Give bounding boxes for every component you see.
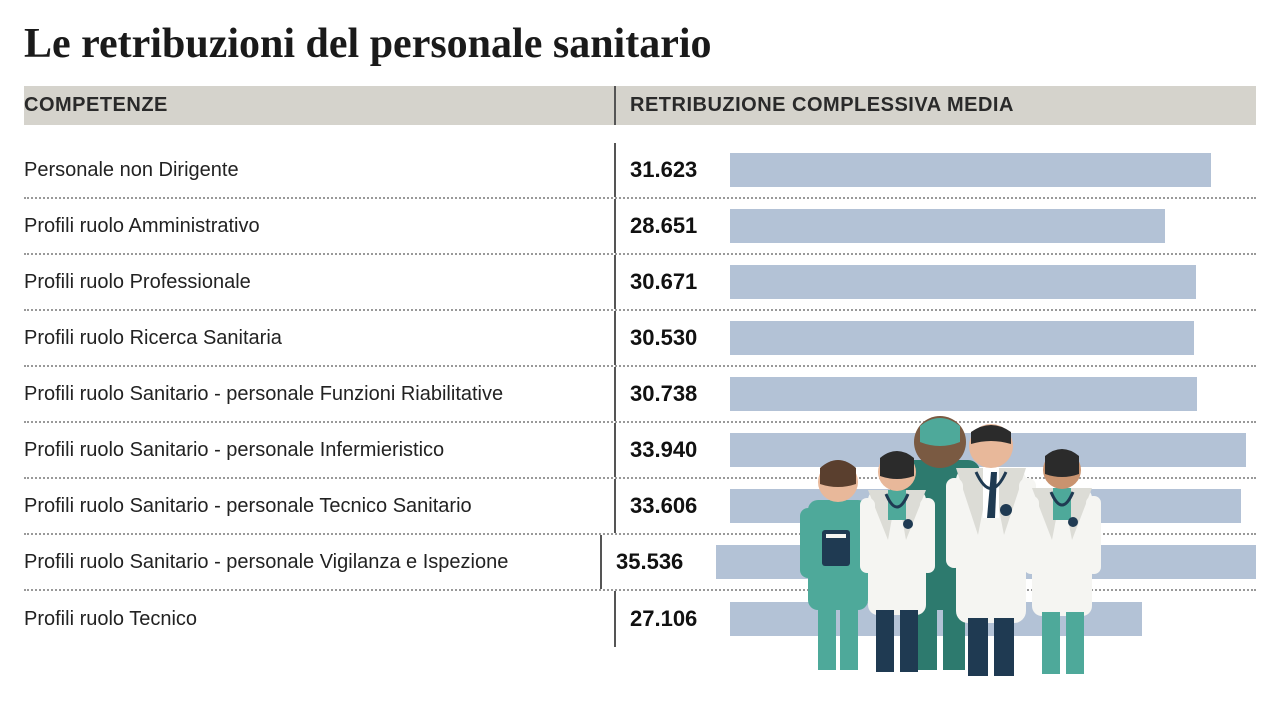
row-value-col: 27.106 [614, 591, 1256, 647]
bar [730, 209, 1165, 243]
table-row: Personale non Dirigente 31.623 [24, 143, 1256, 199]
row-label: Profili ruolo Sanitario - personale Infe… [24, 439, 614, 462]
row-value: 31.623 [630, 157, 720, 183]
row-value-col: 35.536 [600, 535, 1256, 589]
header-competenze: COMPETENZE [24, 86, 614, 125]
chart-title: Le retribuzioni del personale sanitario [24, 20, 1256, 68]
table-row: Profili ruolo Tecnico 27.106 [24, 591, 1256, 647]
table-row: Profili ruolo Amministrativo 28.651 [24, 199, 1256, 255]
table-row: Profili ruolo Sanitario - personale Tecn… [24, 479, 1256, 535]
bar [730, 265, 1196, 299]
bar [730, 433, 1246, 467]
row-label: Profili ruolo Sanitario - personale Funz… [24, 383, 614, 406]
bar-track [730, 153, 1256, 187]
row-value-col: 30.738 [614, 367, 1256, 421]
row-value: 27.106 [630, 606, 720, 632]
table-row: Profili ruolo Ricerca Sanitaria 30.530 [24, 311, 1256, 367]
row-value-col: 33.940 [614, 423, 1256, 477]
header-retribuzione: RETRIBUZIONE COMPLESSIVA MEDIA [614, 86, 1256, 125]
chart-rows: Personale non Dirigente 31.623 Profili ruo… [24, 143, 1256, 647]
bar-track [730, 265, 1256, 299]
bar-track [716, 545, 1256, 579]
row-value: 28.651 [630, 213, 720, 239]
row-value-col: 33.606 [614, 479, 1256, 533]
row-label: Profili ruolo Sanitario - personale Vigi… [24, 551, 600, 574]
table-row: Profili ruolo Professionale 30.671 [24, 255, 1256, 311]
bar-track [730, 321, 1256, 355]
table-row: Profili ruolo Sanitario - personale Infe… [24, 423, 1256, 479]
row-value-col: 30.530 [614, 311, 1256, 365]
row-value: 30.530 [630, 325, 720, 351]
row-label: Profili ruolo Sanitario - personale Tecn… [24, 495, 614, 518]
bar [730, 153, 1211, 187]
row-value-col: 28.651 [614, 199, 1256, 253]
bar [730, 377, 1197, 411]
row-value-col: 30.671 [614, 255, 1256, 309]
row-label: Personale non Dirigente [24, 159, 614, 182]
bar-track [730, 209, 1256, 243]
row-value: 33.606 [630, 493, 720, 519]
row-value: 35.536 [616, 549, 706, 575]
row-label: Profili ruolo Tecnico [24, 608, 614, 631]
row-value: 33.940 [630, 437, 720, 463]
row-label: Profili ruolo Amministrativo [24, 215, 614, 238]
row-value-col: 31.623 [614, 143, 1256, 197]
bar [730, 321, 1194, 355]
table-header: COMPETENZE RETRIBUZIONE COMPLESSIVA MEDI… [24, 86, 1256, 125]
row-value: 30.671 [630, 269, 720, 295]
bar [716, 545, 1256, 579]
bar-track [730, 433, 1256, 467]
table-row: Profili ruolo Sanitario - personale Funz… [24, 367, 1256, 423]
bar [730, 489, 1241, 523]
bar [730, 602, 1142, 636]
row-label: Profili ruolo Professionale [24, 271, 614, 294]
row-value: 30.738 [630, 381, 720, 407]
row-label: Profili ruolo Ricerca Sanitaria [24, 327, 614, 350]
bar-track [730, 377, 1256, 411]
bar-track [730, 489, 1256, 523]
table-row: Profili ruolo Sanitario - personale Vigi… [24, 535, 1256, 591]
bar-track [730, 602, 1256, 636]
